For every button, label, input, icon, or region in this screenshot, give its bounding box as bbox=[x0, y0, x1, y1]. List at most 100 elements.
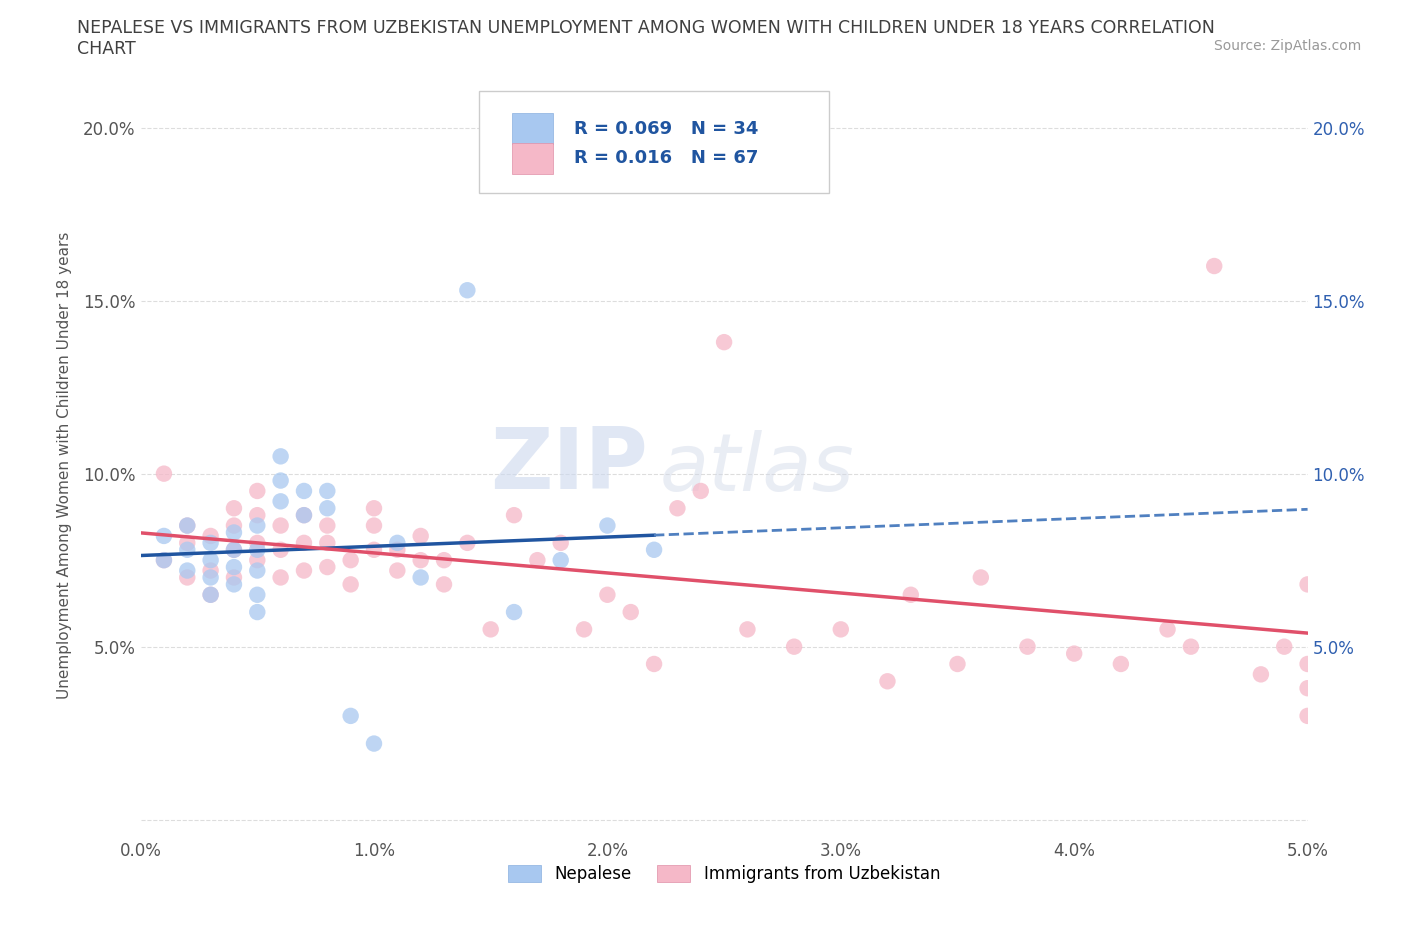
Immigrants from Uzbekistan bbox=[316, 536, 339, 551]
Immigrants from Uzbekistan bbox=[246, 552, 269, 567]
Immigrants from Uzbekistan bbox=[1204, 259, 1226, 273]
Nepalese bbox=[503, 604, 526, 619]
Immigrants from Uzbekistan bbox=[409, 528, 432, 543]
Nepalese bbox=[270, 473, 292, 488]
Immigrants from Uzbekistan bbox=[550, 536, 572, 551]
Immigrants from Uzbekistan bbox=[1296, 577, 1319, 591]
Text: R = 0.016   N = 67: R = 0.016 N = 67 bbox=[574, 150, 758, 167]
Immigrants from Uzbekistan bbox=[387, 542, 409, 557]
Immigrants from Uzbekistan bbox=[246, 484, 269, 498]
Nepalese bbox=[222, 542, 245, 557]
Y-axis label: Unemployment Among Women with Children Under 18 years: Unemployment Among Women with Children U… bbox=[58, 232, 72, 698]
Nepalese bbox=[246, 563, 269, 578]
Immigrants from Uzbekistan bbox=[316, 518, 339, 533]
Text: NEPALESE VS IMMIGRANTS FROM UZBEKISTAN UNEMPLOYMENT AMONG WOMEN WITH CHILDREN UN: NEPALESE VS IMMIGRANTS FROM UZBEKISTAN U… bbox=[77, 19, 1215, 36]
Immigrants from Uzbekistan bbox=[363, 501, 385, 516]
Nepalese bbox=[246, 518, 269, 533]
Immigrants from Uzbekistan bbox=[222, 518, 245, 533]
Immigrants from Uzbekistan bbox=[200, 563, 222, 578]
Nepalese bbox=[176, 518, 198, 533]
Immigrants from Uzbekistan bbox=[1250, 667, 1272, 682]
Nepalese bbox=[246, 588, 269, 603]
Immigrants from Uzbekistan bbox=[713, 335, 735, 350]
Nepalese bbox=[200, 536, 222, 551]
Nepalese bbox=[246, 542, 269, 557]
Nepalese bbox=[339, 709, 361, 724]
Immigrants from Uzbekistan bbox=[900, 588, 922, 603]
Nepalese bbox=[153, 528, 176, 543]
Immigrants from Uzbekistan bbox=[666, 501, 689, 516]
Immigrants from Uzbekistan bbox=[1272, 639, 1295, 654]
Immigrants from Uzbekistan bbox=[176, 518, 198, 533]
Text: R = 0.069   N = 34: R = 0.069 N = 34 bbox=[574, 120, 758, 138]
Nepalese bbox=[200, 552, 222, 567]
Immigrants from Uzbekistan bbox=[783, 639, 806, 654]
Immigrants from Uzbekistan bbox=[830, 622, 852, 637]
Immigrants from Uzbekistan bbox=[339, 577, 361, 591]
Immigrants from Uzbekistan bbox=[292, 536, 315, 551]
Immigrants from Uzbekistan bbox=[1296, 681, 1319, 696]
Nepalese bbox=[316, 484, 339, 498]
Immigrants from Uzbekistan bbox=[270, 570, 292, 585]
Nepalese bbox=[153, 552, 176, 567]
Immigrants from Uzbekistan bbox=[1017, 639, 1039, 654]
Nepalese bbox=[270, 449, 292, 464]
Immigrants from Uzbekistan bbox=[339, 552, 361, 567]
Immigrants from Uzbekistan bbox=[200, 528, 222, 543]
Nepalese bbox=[643, 542, 665, 557]
Immigrants from Uzbekistan bbox=[433, 552, 456, 567]
Immigrants from Uzbekistan bbox=[946, 657, 969, 671]
Immigrants from Uzbekistan bbox=[270, 542, 292, 557]
Immigrants from Uzbekistan bbox=[292, 508, 315, 523]
Immigrants from Uzbekistan bbox=[433, 577, 456, 591]
Immigrants from Uzbekistan bbox=[409, 552, 432, 567]
Immigrants from Uzbekistan bbox=[270, 518, 292, 533]
Nepalese bbox=[292, 508, 315, 523]
FancyBboxPatch shape bbox=[512, 113, 553, 144]
Nepalese bbox=[270, 494, 292, 509]
Immigrants from Uzbekistan bbox=[200, 588, 222, 603]
Immigrants from Uzbekistan bbox=[316, 560, 339, 575]
Immigrants from Uzbekistan bbox=[1180, 639, 1202, 654]
Nepalese bbox=[292, 484, 315, 498]
Text: ZIP: ZIP bbox=[491, 423, 648, 507]
Immigrants from Uzbekistan bbox=[572, 622, 595, 637]
Immigrants from Uzbekistan bbox=[737, 622, 759, 637]
Nepalese bbox=[200, 588, 222, 603]
Immigrants from Uzbekistan bbox=[292, 563, 315, 578]
Immigrants from Uzbekistan bbox=[1109, 657, 1132, 671]
Legend: Nepalese, Immigrants from Uzbekistan: Nepalese, Immigrants from Uzbekistan bbox=[502, 858, 946, 890]
Nepalese bbox=[176, 542, 198, 557]
Immigrants from Uzbekistan bbox=[176, 536, 198, 551]
Nepalese bbox=[456, 283, 478, 298]
Immigrants from Uzbekistan bbox=[363, 542, 385, 557]
Immigrants from Uzbekistan bbox=[643, 657, 665, 671]
Immigrants from Uzbekistan bbox=[222, 501, 245, 516]
Immigrants from Uzbekistan bbox=[246, 536, 269, 551]
Immigrants from Uzbekistan bbox=[387, 563, 409, 578]
Nepalese bbox=[222, 577, 245, 591]
Immigrants from Uzbekistan bbox=[876, 674, 898, 689]
Immigrants from Uzbekistan bbox=[596, 588, 619, 603]
Immigrants from Uzbekistan bbox=[246, 508, 269, 523]
Immigrants from Uzbekistan bbox=[222, 542, 245, 557]
Immigrants from Uzbekistan bbox=[503, 508, 526, 523]
Immigrants from Uzbekistan bbox=[222, 570, 245, 585]
Immigrants from Uzbekistan bbox=[479, 622, 502, 637]
Text: Source: ZipAtlas.com: Source: ZipAtlas.com bbox=[1213, 39, 1361, 53]
Immigrants from Uzbekistan bbox=[620, 604, 643, 619]
Immigrants from Uzbekistan bbox=[1063, 646, 1085, 661]
Immigrants from Uzbekistan bbox=[176, 570, 198, 585]
Immigrants from Uzbekistan bbox=[970, 570, 993, 585]
Nepalese bbox=[222, 525, 245, 540]
Immigrants from Uzbekistan bbox=[1296, 657, 1319, 671]
Text: CHART: CHART bbox=[77, 40, 136, 58]
Nepalese bbox=[222, 560, 245, 575]
FancyBboxPatch shape bbox=[512, 143, 553, 174]
Nepalese bbox=[363, 737, 385, 751]
Nepalese bbox=[596, 518, 619, 533]
Immigrants from Uzbekistan bbox=[1296, 709, 1319, 724]
Nepalese bbox=[409, 570, 432, 585]
Text: atlas: atlas bbox=[659, 430, 855, 508]
Nepalese bbox=[200, 570, 222, 585]
